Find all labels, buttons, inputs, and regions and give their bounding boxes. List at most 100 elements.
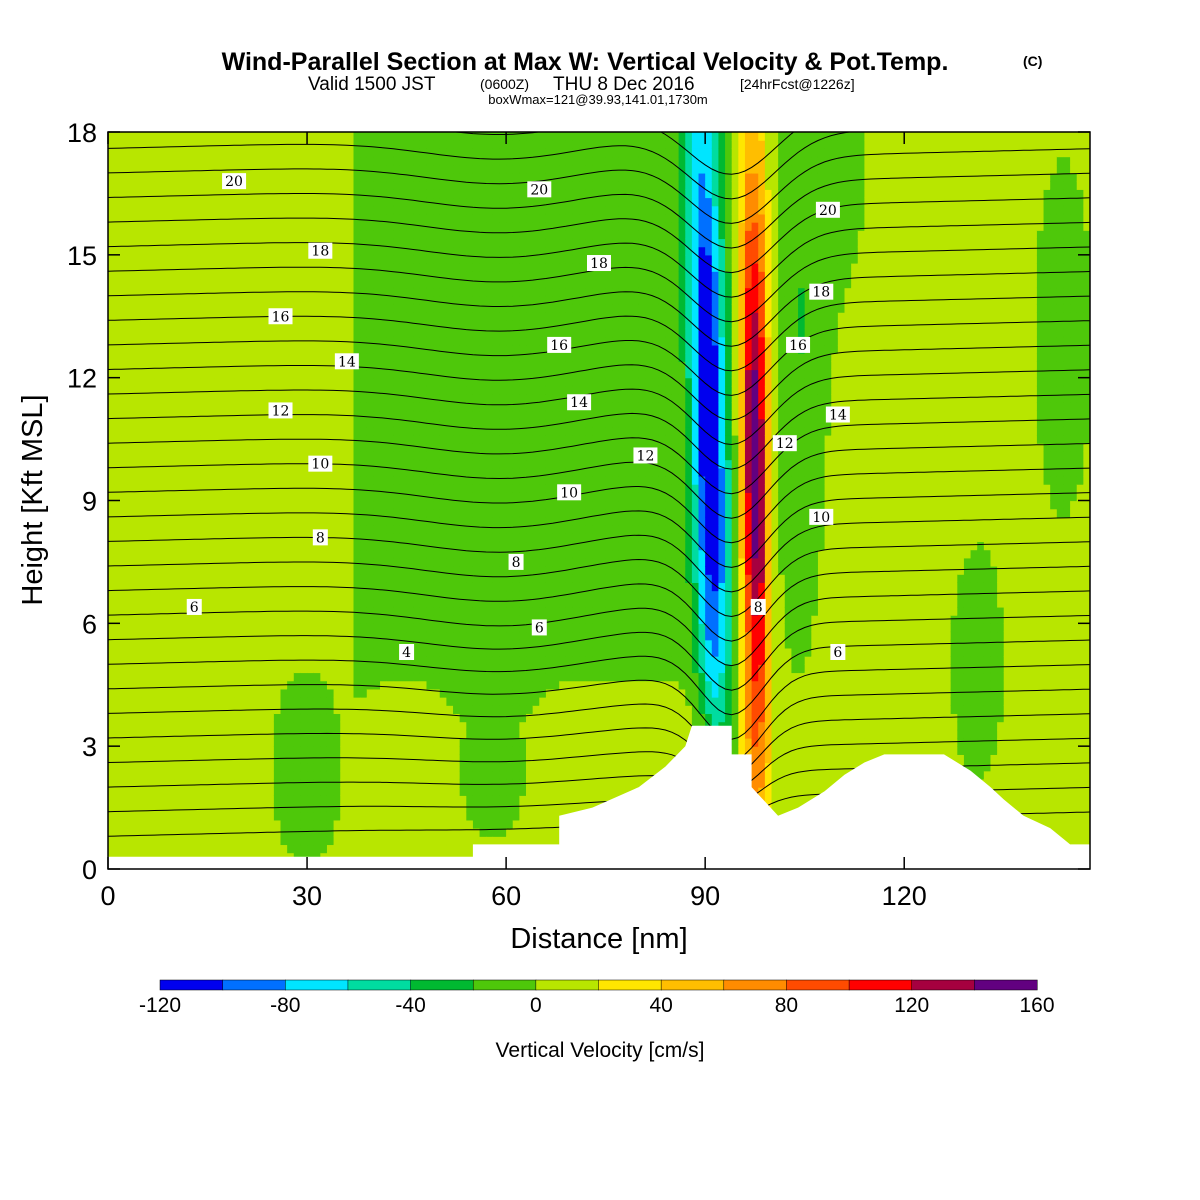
velocity-cell — [406, 140, 414, 149]
velocity-cell — [220, 647, 229, 657]
velocity-cell — [293, 647, 302, 657]
velocity-cell — [466, 287, 474, 297]
velocity-cell — [141, 238, 149, 248]
velocity-cell — [406, 819, 414, 829]
velocity-cell — [326, 844, 335, 854]
velocity-cell — [346, 205, 355, 215]
velocity-cell — [426, 574, 434, 583]
velocity-cell — [353, 279, 361, 289]
velocity-cell — [393, 295, 401, 305]
velocity-cell — [293, 688, 302, 698]
velocity-cell — [340, 746, 348, 755]
velocity-cell — [459, 434, 467, 444]
velocity-cell — [313, 787, 321, 796]
velocity-cell — [346, 467, 355, 477]
velocity-cell — [472, 746, 481, 755]
velocity-cell — [147, 525, 156, 534]
velocity-cell — [472, 729, 481, 739]
velocity-cell — [419, 672, 428, 682]
velocity-cell — [154, 172, 162, 182]
velocity-cell — [167, 156, 175, 166]
velocity-cell — [399, 287, 408, 297]
velocity-cell — [433, 197, 441, 207]
velocity-cell — [353, 172, 361, 182]
velocity-cell — [439, 205, 447, 215]
velocity-cell — [273, 590, 282, 600]
velocity-cell — [167, 705, 175, 715]
velocity-cell — [313, 598, 321, 608]
velocity-cell — [214, 566, 222, 575]
velocity-cell — [300, 516, 308, 526]
velocity-cell — [194, 508, 202, 518]
velocity-cell — [293, 402, 302, 412]
velocity-cell — [333, 828, 341, 837]
velocity-cell — [360, 566, 368, 575]
velocity-cell — [207, 574, 215, 583]
velocity-cell — [333, 541, 341, 551]
velocity-cell — [214, 418, 222, 428]
velocity-cell — [466, 475, 474, 485]
velocity-cell — [313, 541, 321, 551]
velocity-cell — [114, 148, 122, 158]
velocity-cell — [141, 418, 149, 428]
velocity-cell — [346, 287, 355, 297]
velocity-cell — [399, 664, 408, 674]
velocity-cell — [459, 770, 467, 780]
velocity-cell — [247, 353, 255, 362]
velocity-cell — [380, 639, 388, 649]
velocity-cell — [161, 369, 169, 379]
velocity-cell — [234, 287, 242, 297]
velocity-cell — [121, 394, 129, 403]
velocity-cell — [167, 418, 175, 428]
velocity-cell — [386, 230, 394, 240]
velocity-cell — [187, 590, 195, 600]
velocity-cell — [333, 811, 341, 821]
velocity-cell — [446, 475, 454, 485]
velocity-cell — [466, 778, 474, 788]
velocity-cell — [220, 230, 229, 240]
velocity-cell — [114, 328, 122, 338]
velocity-cell — [399, 181, 408, 190]
velocity-cell — [253, 762, 262, 772]
velocity-cell — [373, 238, 381, 248]
velocity-cell — [180, 705, 189, 715]
velocity-cell — [419, 303, 428, 313]
velocity-cell — [214, 410, 222, 420]
velocity-cell — [187, 533, 195, 543]
velocity-cell — [174, 279, 182, 289]
velocity-cell — [380, 828, 388, 837]
velocity-cell — [194, 213, 202, 223]
velocity-cell — [167, 656, 175, 665]
velocity-cell — [161, 697, 169, 706]
velocity-cell — [380, 172, 388, 182]
velocity-cell — [366, 615, 375, 624]
velocity-cell — [200, 140, 209, 149]
velocity-cell — [406, 484, 414, 493]
velocity-cell — [240, 197, 248, 207]
velocity-cell — [200, 132, 209, 141]
velocity-cell — [253, 303, 262, 313]
velocity-cell — [194, 729, 202, 739]
velocity-cell — [108, 836, 116, 846]
velocity-cell — [167, 287, 175, 297]
velocity-cell — [114, 336, 122, 346]
velocity-cell — [472, 754, 481, 764]
velocity-cell — [459, 213, 467, 223]
velocity-cell — [433, 508, 441, 518]
velocity-cell — [307, 303, 315, 313]
velocity-cell — [446, 631, 454, 641]
velocity-cell — [240, 402, 248, 412]
velocity-cell — [360, 590, 368, 600]
velocity-cell — [386, 369, 394, 379]
velocity-cell — [161, 688, 169, 698]
velocity-cell — [147, 762, 156, 772]
velocity-cell — [154, 361, 162, 371]
velocity-cell — [399, 680, 408, 690]
velocity-cell — [466, 303, 474, 313]
velocity-cell — [307, 672, 315, 682]
velocity-cell — [326, 811, 335, 821]
velocity-cell — [187, 271, 195, 280]
velocity-cell — [127, 770, 136, 780]
velocity-cell — [121, 344, 129, 354]
velocity-cell — [386, 533, 394, 543]
